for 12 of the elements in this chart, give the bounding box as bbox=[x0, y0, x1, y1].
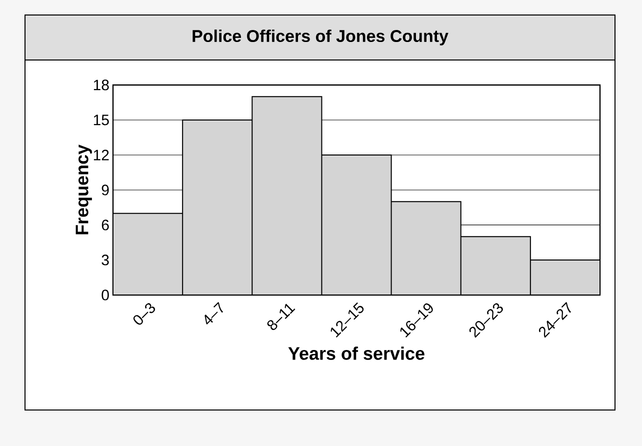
y-tick-label: 3 bbox=[102, 254, 109, 266]
chart-title: Police Officers of Jones County bbox=[192, 30, 448, 46]
x-axis-title: Years of service bbox=[288, 346, 424, 360]
y-axis-title: Frequency bbox=[76, 144, 92, 234]
y-tick-label: 6 bbox=[102, 220, 109, 230]
y-tick-label: 12 bbox=[94, 150, 109, 160]
x-tick-label: 0–3 bbox=[133, 303, 156, 325]
y-tick-label: 9 bbox=[102, 184, 109, 196]
y-tick-label: 15 bbox=[94, 114, 109, 126]
x-tick-label: 4–7 bbox=[204, 302, 224, 324]
y-tick-label: 0 bbox=[102, 290, 109, 300]
y-tick-label: 18 bbox=[94, 80, 109, 90]
